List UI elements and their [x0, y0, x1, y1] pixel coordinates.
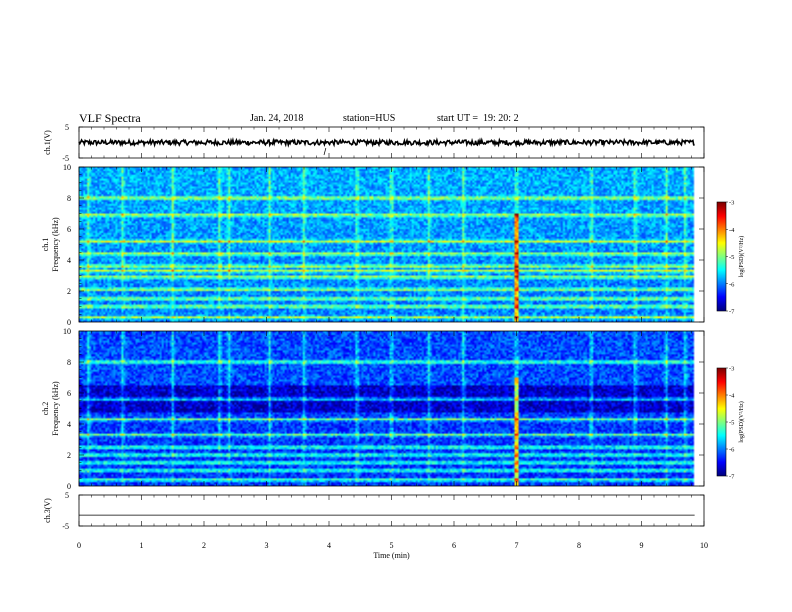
ch2-colorbar-label: log(PSD)(V²/Hz): [738, 401, 745, 442]
ch3-waveform-ytick-label: -5: [62, 522, 69, 531]
x-tick-label: 4: [327, 541, 331, 550]
x-tick-label: 5: [390, 541, 394, 550]
ch2-spectrogram-ylabel-line: Frequency (kHz): [51, 381, 60, 436]
x-tick-label: 0: [77, 541, 81, 550]
ch2-spectrogram-ytick-label: 10: [63, 327, 71, 336]
ch1-spectrogram-ylabel: ch.1Frequency (kHz): [41, 217, 60, 272]
ch1-colorbar-tick-label: -3: [729, 200, 734, 207]
station-label: station=HUS: [343, 113, 396, 124]
x-tick-label: 7: [515, 541, 519, 550]
x-tick-label: 2: [202, 541, 206, 550]
ch1-spectrogram-ylabel-line: Frequency (kHz): [51, 217, 60, 272]
ch2-spectrogram-ylabel-line: ch.2: [41, 402, 50, 416]
ch1-colorbar-tick-label: -5: [729, 254, 734, 261]
ch2-spectrogram-ylabel: ch.2Frequency (kHz): [41, 381, 60, 436]
ch1-colorbar-gradient: [717, 202, 726, 311]
ch1-colorbar-tick-label: -4: [729, 227, 735, 234]
ch1-event-marker: [323, 147, 327, 156]
ch1-waveform-ytick-label: 5: [65, 123, 69, 132]
ch1-spectrogram-ytick-label: 0: [67, 318, 71, 327]
figure-title: VLF Spectra: [79, 111, 141, 125]
ch1-waveform-ylabel: ch.1(V): [43, 130, 52, 155]
ch2-colorbar-tick-label: -4: [729, 393, 735, 400]
ch1-waveform-frame: [78, 126, 705, 159]
start-time-label: start UT = 19: 20: 2: [437, 113, 519, 124]
x-tick-label: 6: [452, 541, 456, 550]
ch1-colorbar-tick-label: -7: [729, 309, 735, 316]
ch2-colorbar-tick-label: -5: [729, 420, 734, 427]
ch2-spectrogram-ytick-label: 4: [67, 420, 71, 429]
x-tick-label: 10: [700, 541, 708, 550]
ch1-spectrogram-ylabel-line: ch.1: [41, 238, 50, 252]
ch2-spectrogram-ytick-label: 6: [67, 389, 71, 398]
ch2-colorbar-tick-label: -7: [729, 474, 735, 481]
ch2-colorbar-tick-label: -3: [729, 366, 734, 373]
ch2-spectrogram-ytick-label: 0: [67, 482, 71, 491]
ch1-spectrogram-ytick-label: 8: [67, 194, 71, 203]
ch1-spectrogram-ytick-label: 6: [67, 225, 71, 234]
ch1-spectrogram-ytick-label: 4: [67, 256, 71, 265]
ch3-waveform-frame: [78, 494, 705, 527]
ch1-colorbar-tick-label: -6: [729, 281, 735, 288]
date-label: Jan. 24, 2018: [250, 113, 304, 124]
x-tick-label: 9: [640, 541, 644, 550]
x-tick-label: 8: [577, 541, 581, 550]
x-tick-label: 3: [265, 541, 269, 550]
ch2-colorbar-tick-label: -6: [729, 447, 735, 454]
ch1-colorbar-label: log(PSD)(V²/Hz): [738, 236, 745, 277]
x-axis-label: Time (min): [373, 551, 410, 560]
ch3-waveform-ylabel: ch.3(V): [43, 498, 52, 523]
ch2-spectrogram-image: [79, 331, 704, 486]
ch1-spectrogram-image: [79, 167, 704, 322]
ch2-spectrogram-ytick-label: 8: [67, 358, 71, 367]
ch2-spectrogram-ytick-label: 2: [67, 451, 71, 460]
x-tick-label: 1: [140, 541, 144, 550]
ch1-spectrogram-ytick-label: 2: [67, 287, 71, 296]
ch2-colorbar-gradient: [717, 368, 726, 476]
ch1-waveform-trace: [78, 136, 695, 148]
ch1-spectrogram-ytick-label: 10: [63, 163, 71, 172]
ch1-waveform-ytick-label: -5: [62, 154, 69, 163]
ch3-waveform-ytick-label: 5: [65, 491, 69, 500]
